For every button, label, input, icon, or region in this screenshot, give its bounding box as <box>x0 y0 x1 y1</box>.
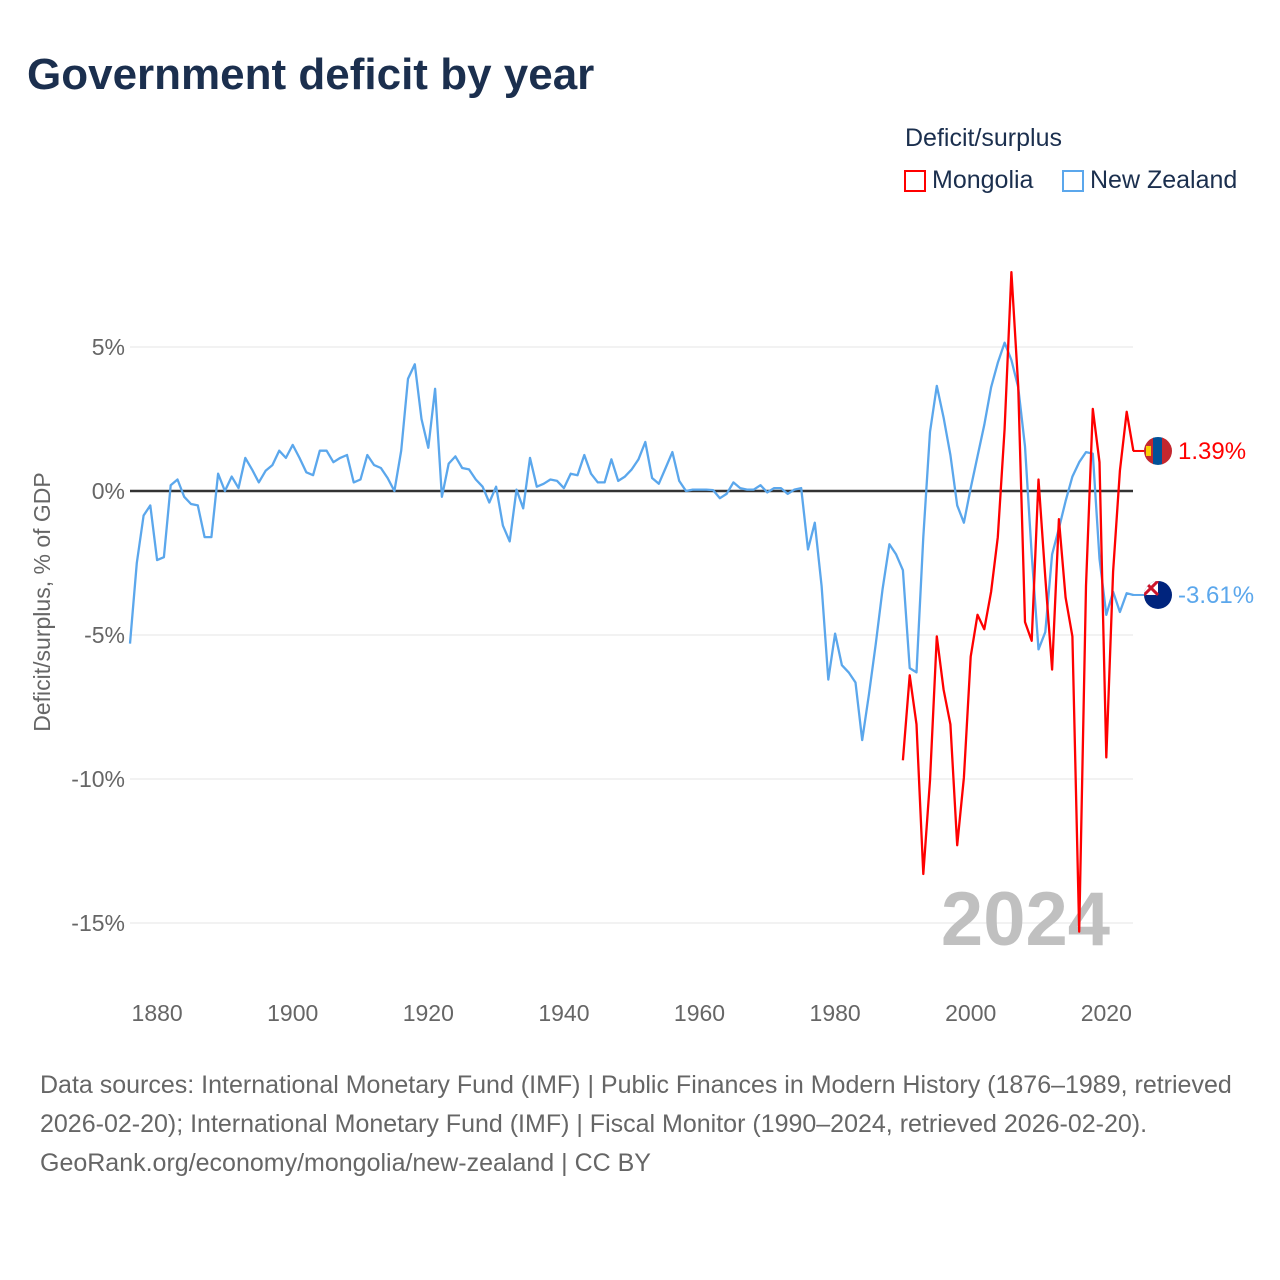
mongolia-flag-icon <box>1144 436 1172 465</box>
y-axis-label: Deficit/surplus, % of GDP <box>29 472 55 731</box>
chart-title: Government deficit by year <box>27 50 595 99</box>
end-value-label: -3.61% <box>1178 582 1254 609</box>
legend-swatch-mongolia <box>904 169 926 192</box>
series-line-new-zealand[interactable] <box>128 341 1134 742</box>
x-tick-label: 1980 <box>810 1000 861 1026</box>
legend-item-new-zealand[interactable]: New Zealand <box>1062 166 1237 195</box>
x-tick-label: 1920 <box>403 1000 454 1026</box>
x-tick-label: 1900 <box>267 1000 318 1026</box>
legend-label-mongolia: Mongolia <box>932 166 1034 194</box>
line-chart: 5% 0% -5% -10% -15% 1880 1900 1920 1940 1960 1980 2… <box>29 270 1254 1026</box>
legend-swatch-new-zealand <box>1062 169 1084 192</box>
y-tick-label: -15% <box>71 910 125 936</box>
y-tick-label: -5% <box>84 622 125 648</box>
new-zealand-flag-icon <box>1144 580 1172 609</box>
year-watermark: 2024 <box>941 877 1110 962</box>
credit-link[interactable]: GeoRank.org/economy/mongolia/new-zealand… <box>40 1149 651 1177</box>
x-tick-label: 1880 <box>132 1000 183 1026</box>
legend-item-mongolia[interactable]: Mongolia <box>904 166 1033 195</box>
footer: Data sources: International Monetary Fun… <box>40 1066 1240 1183</box>
legend-title: Deficit/surplus <box>905 124 1062 152</box>
x-tick-label: 1960 <box>674 1000 725 1026</box>
end-value-label: 1.39% <box>1178 438 1246 465</box>
series-line-mongolia[interactable] <box>901 270 1135 933</box>
y-tick-label: -10% <box>71 766 125 792</box>
y-tick-label: 0% <box>92 478 125 504</box>
x-tick-label: 2020 <box>1081 1000 1132 1026</box>
data-sources: Data sources: International Monetary Fun… <box>40 1071 1232 1138</box>
x-tick-label: 1940 <box>538 1000 589 1026</box>
legend-label-new-zealand: New Zealand <box>1090 166 1238 194</box>
x-tick-label: 2000 <box>945 1000 996 1026</box>
y-tick-label: 5% <box>92 334 125 360</box>
